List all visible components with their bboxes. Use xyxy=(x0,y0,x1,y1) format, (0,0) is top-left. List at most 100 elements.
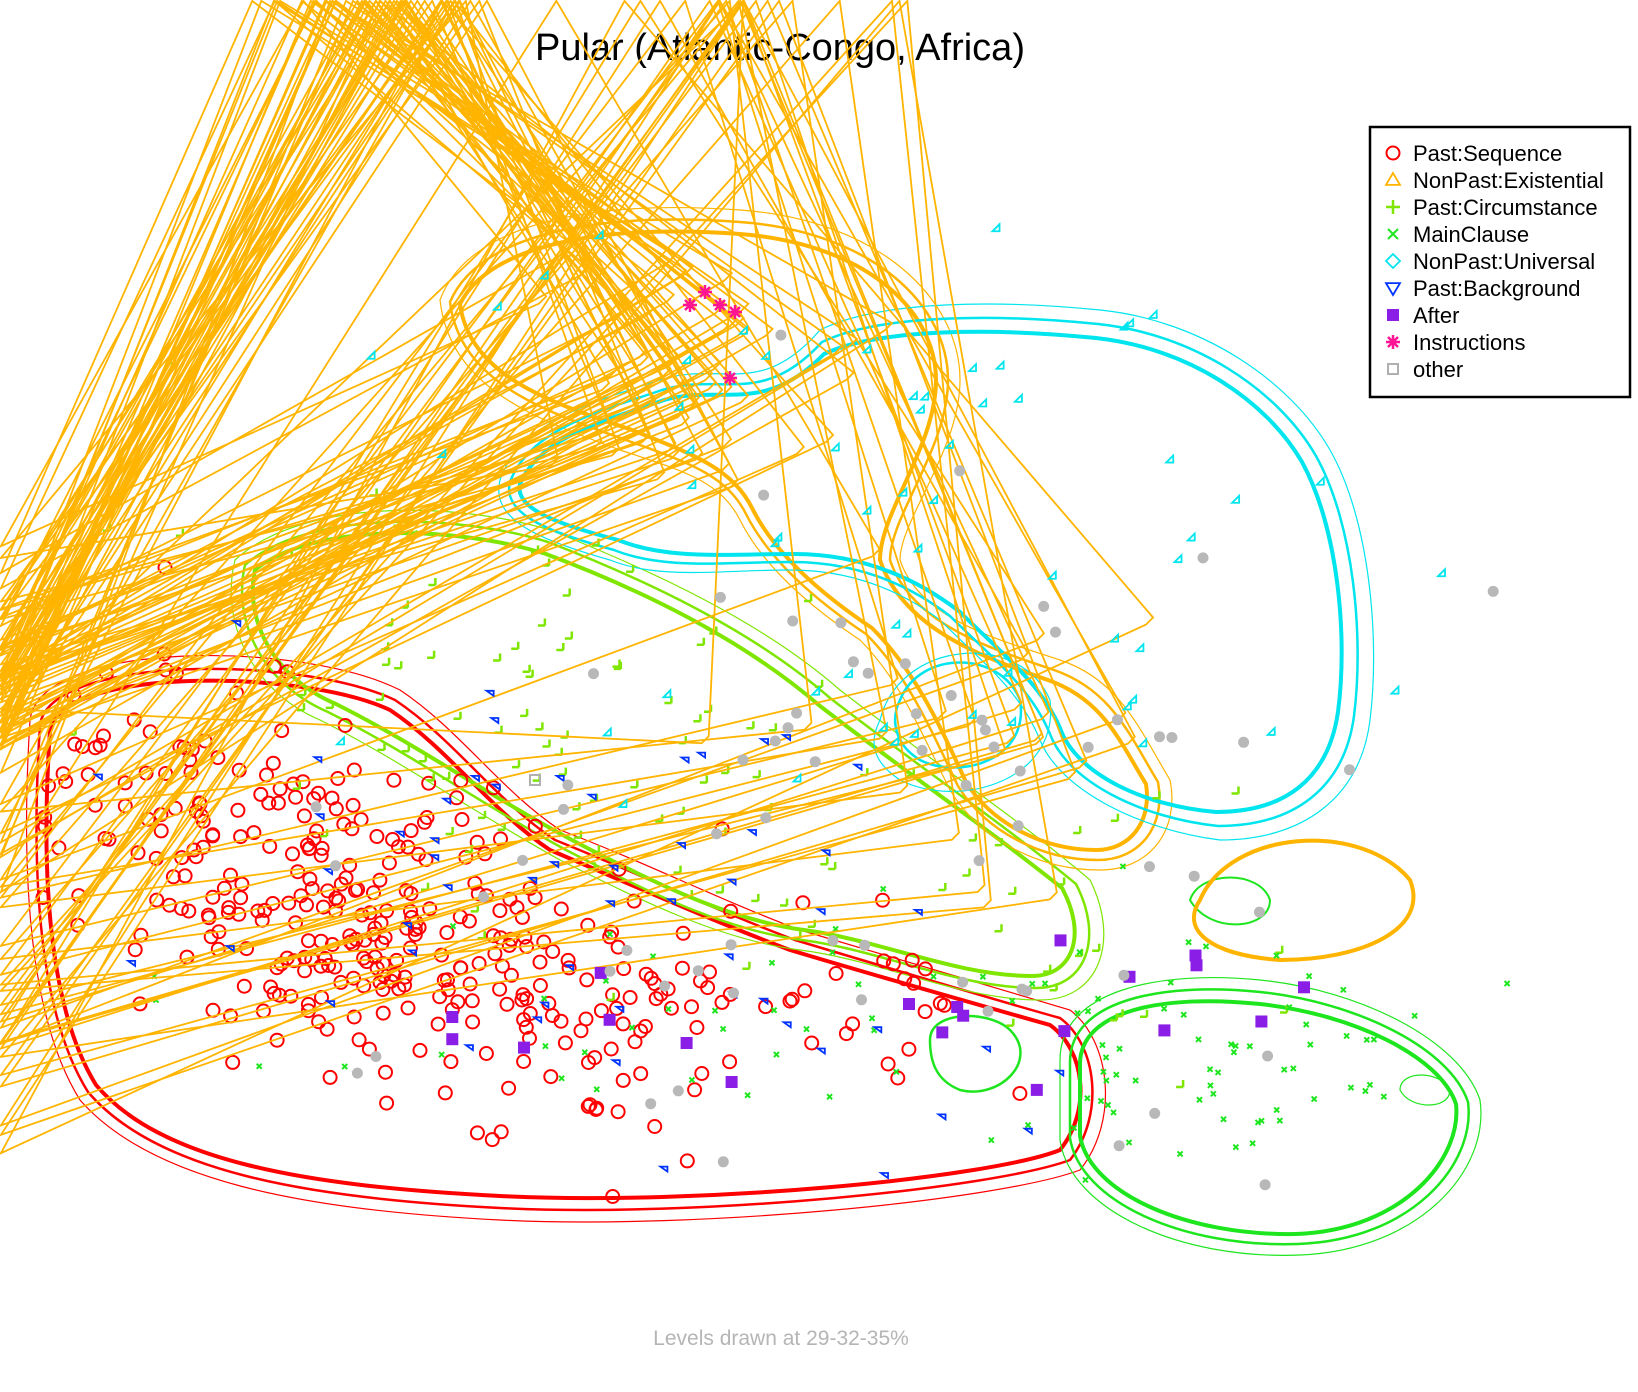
point-past-sequence xyxy=(515,987,531,1003)
point-nonpast-universal xyxy=(1118,320,1129,331)
point-past-sequence xyxy=(177,868,193,884)
point-past-circumstance xyxy=(1275,945,1284,955)
point-past-background xyxy=(553,775,565,783)
point-mainclause xyxy=(770,1006,778,1014)
point-mainclause xyxy=(665,1005,672,1013)
point-mainclause xyxy=(558,1075,565,1082)
point-past-sequence xyxy=(130,845,146,861)
point-past-sequence xyxy=(663,1000,679,1016)
point-past-sequence xyxy=(700,980,716,996)
point-past-circumstance xyxy=(292,781,301,790)
point-mainclause xyxy=(1082,1176,1089,1184)
point-past-sequence xyxy=(622,990,638,1005)
point-past-circumstance xyxy=(696,637,706,647)
point-other xyxy=(827,935,839,946)
point-other xyxy=(717,1156,729,1168)
point-nonpast-universal xyxy=(1046,569,1057,580)
point-other xyxy=(1118,969,1130,981)
point-nonpast-existential xyxy=(0,0,844,844)
point-nonpast-universal xyxy=(1172,552,1183,564)
point-past-sequence xyxy=(593,1003,609,1019)
point-other xyxy=(899,658,911,670)
point-mainclause xyxy=(1167,979,1174,986)
point-past-circumstance xyxy=(1043,964,1052,973)
contour-green-mid xyxy=(1068,988,1470,1246)
point-other xyxy=(330,860,341,872)
point-other xyxy=(809,756,821,768)
point-past-sequence xyxy=(421,775,437,791)
point-past-background xyxy=(725,878,737,887)
point-past-sequence xyxy=(372,975,388,990)
point-past-background xyxy=(489,783,501,792)
legend-label: After xyxy=(1413,303,1459,328)
point-nonpast-existential xyxy=(0,0,1088,1088)
point-mainclause xyxy=(826,1093,833,1100)
point-mainclause xyxy=(1246,1042,1254,1050)
point-mainclause xyxy=(1307,1041,1314,1048)
point-past-sequence xyxy=(430,1016,446,1032)
point-past-sequence xyxy=(346,1009,362,1025)
legend-label: NonPast:Universal xyxy=(1413,249,1595,274)
point-past-sequence xyxy=(96,728,111,744)
point-nonpast-universal xyxy=(994,359,1005,370)
point-past-sequence xyxy=(356,950,372,966)
point-nonpast-existential xyxy=(0,0,745,746)
contour-layer xyxy=(25,207,1482,1256)
point-mainclause xyxy=(1276,1117,1284,1124)
point-past-sequence xyxy=(290,864,306,880)
point-mainclause xyxy=(1202,943,1210,950)
point-nonpast-existential xyxy=(0,0,750,750)
point-past-circumstance xyxy=(591,845,601,854)
legend-label: Past:Sequence xyxy=(1413,141,1562,166)
point-past-circumstance xyxy=(428,578,437,587)
point-mainclause xyxy=(1249,1140,1256,1147)
chart-title: Pular (Atlantic-Congo, Africa) xyxy=(535,27,1025,69)
point-past-sequence xyxy=(381,855,397,871)
point-past-sequence xyxy=(643,970,659,986)
point-past-circumstance xyxy=(1231,786,1240,795)
point-past-background xyxy=(814,1047,826,1056)
point-mainclause xyxy=(803,1025,810,1033)
point-past-circumstance xyxy=(478,810,487,820)
point-past-background xyxy=(311,756,323,764)
point-other xyxy=(1038,600,1050,612)
point-past-sequence xyxy=(386,772,402,788)
point-nonpast-existential xyxy=(0,0,1077,1077)
point-other xyxy=(775,329,787,341)
contour-orange-small xyxy=(1192,838,1416,963)
point-nonpast-existential xyxy=(0,0,649,650)
point-past-sequence xyxy=(589,1100,605,1116)
point-past-sequence xyxy=(216,880,232,896)
point-mainclause xyxy=(606,930,614,938)
point-past-sequence xyxy=(422,901,438,917)
point-past-sequence xyxy=(336,816,352,832)
point-nonpast-universal xyxy=(1229,493,1241,504)
point-past-background xyxy=(780,734,792,742)
point-nonpast-universal xyxy=(908,727,919,738)
point-other xyxy=(1144,861,1155,873)
point-past-sequence xyxy=(492,903,508,919)
point-past-background xyxy=(463,1044,474,1052)
point-nonpast-universal xyxy=(1108,632,1120,643)
point-past-circumstance xyxy=(535,722,544,731)
point-past-sequence xyxy=(758,999,774,1015)
point-mainclause xyxy=(581,1049,589,1056)
point-past-sequence xyxy=(616,961,632,977)
point-other xyxy=(370,1051,382,1062)
point-mainclause xyxy=(1220,1115,1227,1123)
point-past-background xyxy=(585,793,597,802)
point-past-circumstance xyxy=(746,721,755,730)
point-past-circumstance xyxy=(820,857,829,866)
point-past-sequence xyxy=(375,956,391,972)
point-mainclause xyxy=(1210,1090,1217,1098)
point-other xyxy=(862,667,874,679)
point-other xyxy=(714,591,726,603)
point-nonpast-universal xyxy=(966,708,977,719)
point-past-background xyxy=(935,1113,947,1122)
point-past-sequence xyxy=(561,960,577,976)
point-past-sequence xyxy=(361,1041,377,1057)
point-mainclause xyxy=(1160,1005,1168,1012)
point-nonpast-existential xyxy=(0,0,881,881)
point-instructions xyxy=(713,298,727,312)
point-past-sequence xyxy=(1012,1086,1028,1101)
